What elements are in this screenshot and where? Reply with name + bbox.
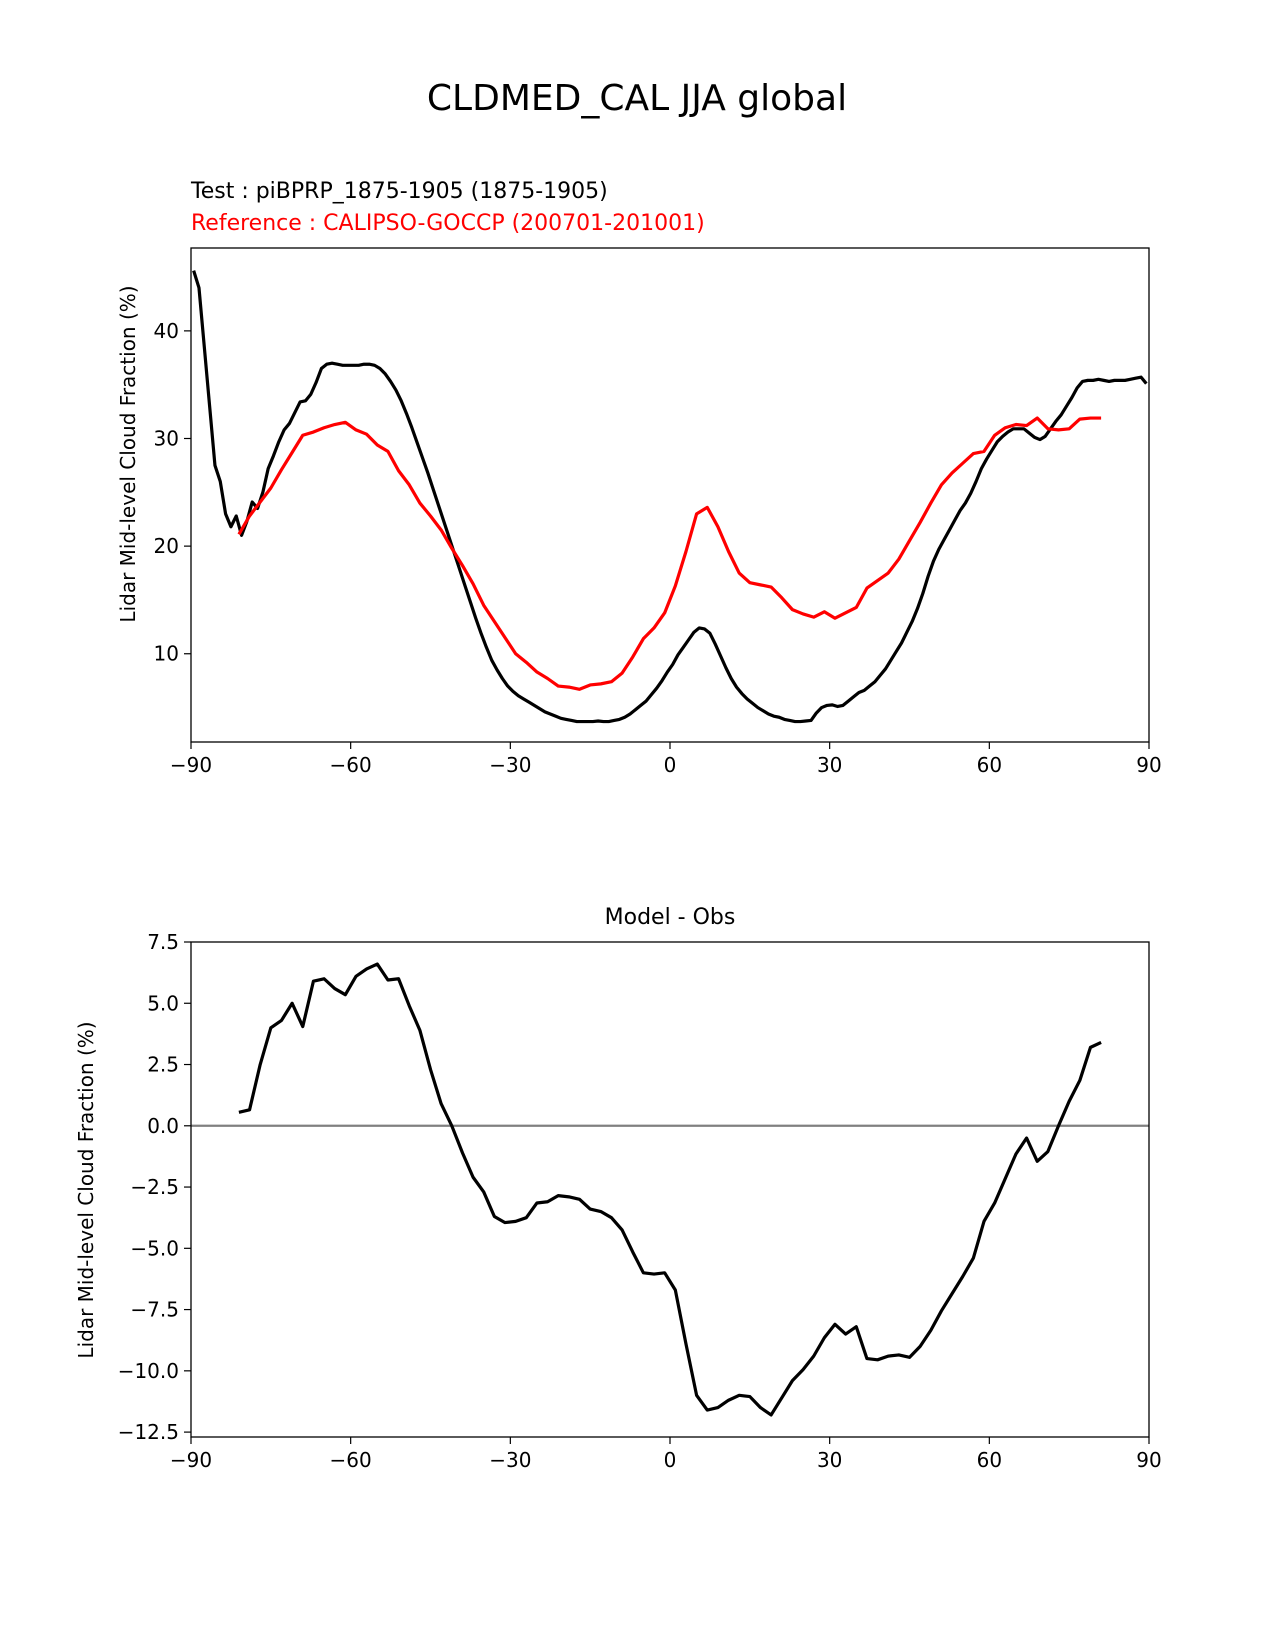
bottom-x-tick-label: −60 [330,1448,372,1472]
top-x-tick-label: 0 [664,753,677,777]
bottom-y-tick-label: 5.0 [147,991,179,1015]
top-x-tick-label: −30 [489,753,531,777]
bottom-x-tick-label: 90 [1136,1448,1161,1472]
bottom-y-tick-label: −12.5 [118,1420,179,1444]
bottom-x-tick-label: −90 [170,1448,212,1472]
bottom-chart-title: Model - Obs [605,905,736,930]
bottom-axes-frame [190,941,1150,1438]
bottom-y-tick-label: −5.0 [130,1236,179,1260]
bottom-y-tick-label: 0.0 [147,1114,179,1138]
bottom-x-tick-label: 0 [664,1448,677,1472]
top-chart: Test : piBPRP_1875-1905 (1875-1905) Refe… [116,179,1162,777]
top-plot-area: −90 −60 −30 0 30 60 90 10 20 30 40 [154,247,1162,777]
top-y-axis-label: Lidar Mid-level Cloud Fraction (%) [116,285,140,622]
top-y-tick-label: 20 [154,534,179,558]
figure-title: CLDMED_CAL JJA global [427,78,847,119]
bottom-series-0-line [238,962,1102,1417]
top-y-tick-label: 40 [154,319,179,343]
bottom-x-tick-label: 30 [817,1448,842,1472]
top-x-tick-label: 60 [977,753,1002,777]
bottom-x-tick-label: 60 [977,1448,1002,1472]
top-x-tick-label: 90 [1136,753,1161,777]
top-series-0-line [192,270,1148,724]
top-y-tick-label: 30 [154,426,179,450]
top-series-1-line [237,416,1102,691]
bottom-y-tick-label: −7.5 [130,1298,179,1322]
bottom-chart: Model - Obs Lidar Mid-level Cloud Fracti… [74,905,1162,1472]
top-x-tick-label: −60 [330,753,372,777]
bottom-y-tick-label: −10.0 [118,1359,179,1383]
bottom-y-tick-label: 2.5 [147,1053,179,1077]
top-x-tick-label: 30 [817,753,842,777]
bottom-x-tick-label: −30 [489,1448,531,1472]
top-y-tick-label: 10 [154,642,179,666]
bottom-y-tick-label: 7.5 [147,930,179,954]
bottom-plot-area: −90 −60 −30 0 30 60 90 7.5 5.0 2.5 0.0 −2.5 −5.0 −7.5… [118,930,1162,1472]
top-x-tick-label: −90 [170,753,212,777]
test-label: Test : piBPRP_1875-1905 (1875-1905) [190,179,608,204]
bottom-y-tick-label: −2.5 [130,1175,179,1199]
reference-label: Reference : CALIPSO-GOCCP (200701-201001… [191,211,705,236]
bottom-y-axis-label: Lidar Mid-level Cloud Fraction (%) [74,1021,98,1358]
